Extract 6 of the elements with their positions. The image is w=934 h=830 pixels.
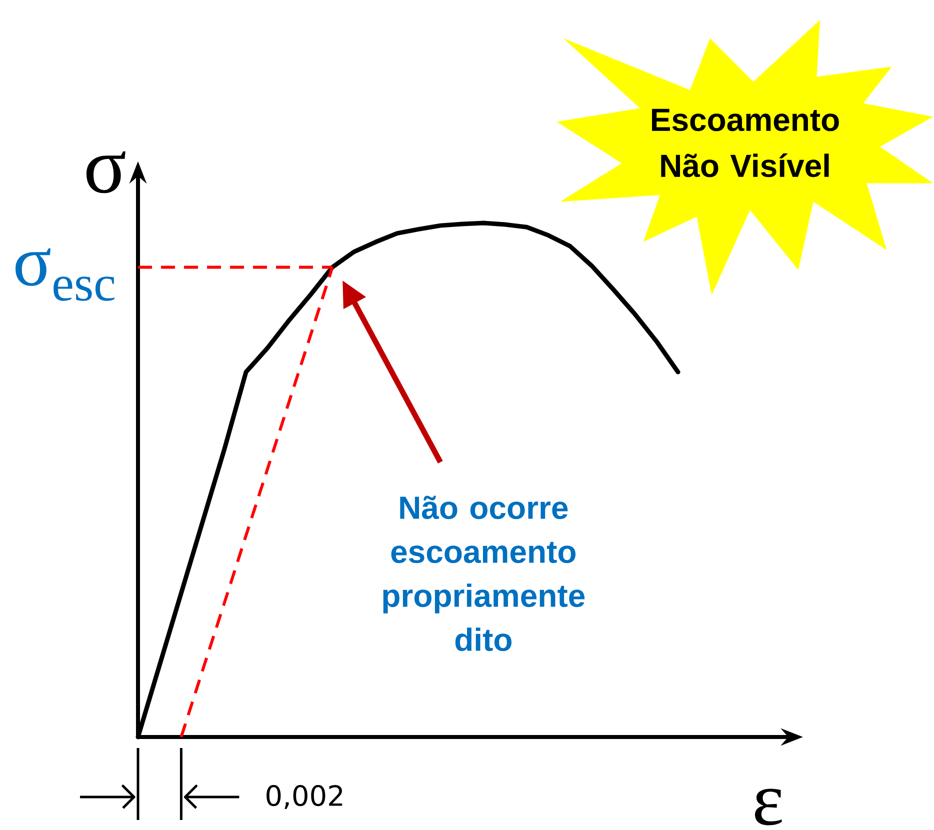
y-axis-title: σ [86, 151, 126, 194]
annotation: Não ocorre escoamento propriamente dito [383, 496, 585, 652]
chart-title: Escoamento Não Visível [652, 108, 839, 178]
ref-line-label: σ$_{esc}$ [16, 248, 114, 301]
text: 0,002 [266, 784, 342, 810]
x-axis-title: ε [754, 788, 782, 826]
